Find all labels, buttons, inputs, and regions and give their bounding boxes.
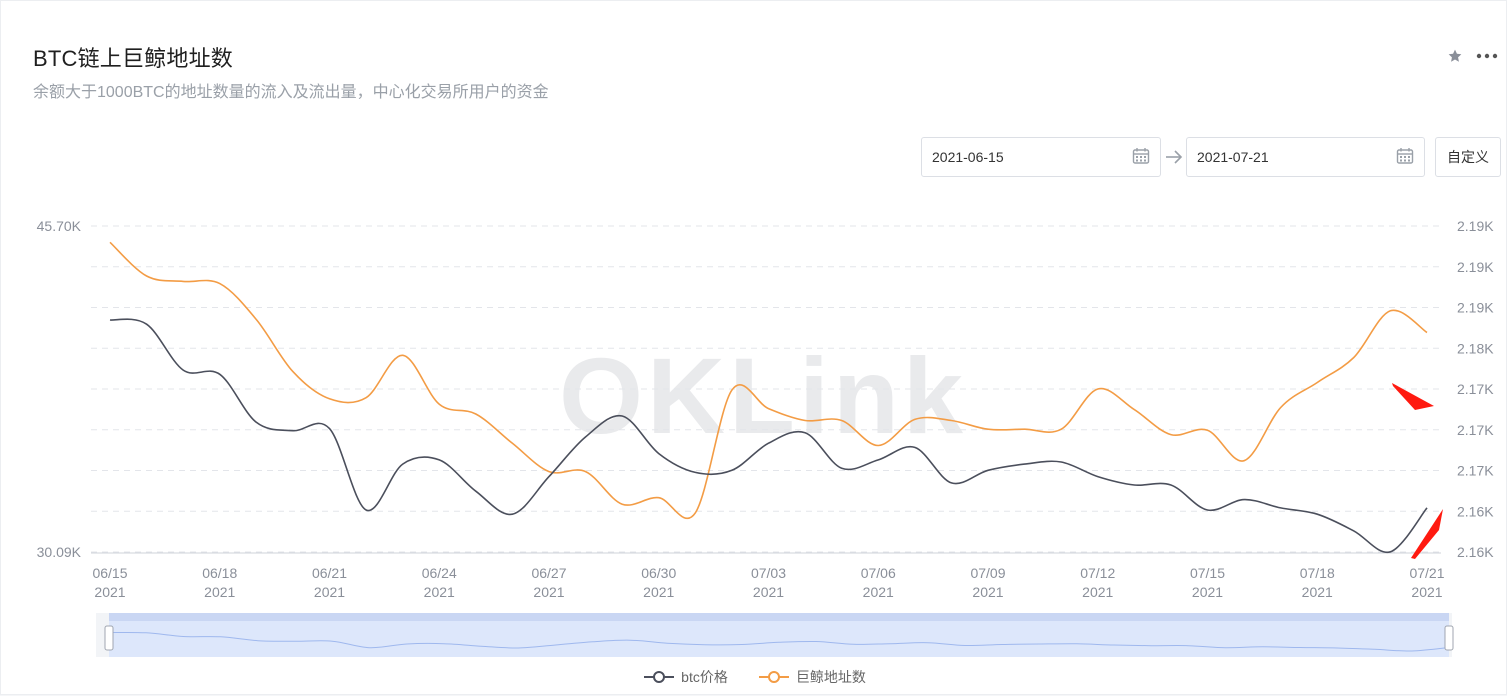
x-tick-year-label: 2021 bbox=[533, 584, 564, 600]
legend-item-btc[interactable]: btc价格 bbox=[643, 667, 728, 687]
x-tick-label: 06/15 bbox=[92, 565, 127, 581]
left-axis-tick-label: 30.09K bbox=[37, 544, 82, 560]
legend-whale-swatch-icon bbox=[758, 671, 789, 683]
legend-item-whale[interactable]: 巨鲸地址数 bbox=[758, 667, 866, 687]
star-icon[interactable] bbox=[1444, 45, 1466, 67]
page-title: BTC链上巨鲸地址数 bbox=[33, 46, 234, 71]
card-tools bbox=[1444, 45, 1498, 67]
legend-btc-swatch-icon bbox=[644, 671, 675, 683]
right-axis-tick-label: 2.16K bbox=[1457, 544, 1494, 560]
x-tick-label: 07/03 bbox=[751, 565, 786, 581]
zoom-preview-line bbox=[108, 631, 1450, 652]
grid-lines bbox=[91, 225, 1441, 553]
x-tick-label: 07/09 bbox=[970, 565, 1005, 581]
series-line-whale-address-count bbox=[109, 241, 1428, 520]
left-axis-tick-label: 45.70K bbox=[37, 218, 82, 234]
arrow-right-icon bbox=[1163, 147, 1185, 167]
x-tick-year-label: 2021 bbox=[643, 584, 674, 600]
end-date-picker[interactable]: 2021-07-21 bbox=[1186, 137, 1425, 177]
data-zoom-slider[interactable] bbox=[96, 613, 1454, 657]
x-tick-label: 07/06 bbox=[861, 565, 896, 581]
x-tick-label: 07/21 bbox=[1409, 565, 1444, 581]
start-date-picker[interactable]: 2021-06-15 bbox=[921, 137, 1161, 177]
zoom-handle-left[interactable] bbox=[104, 625, 114, 651]
x-tick-year-label: 2021 bbox=[314, 584, 345, 600]
calendar-icon bbox=[1132, 147, 1150, 168]
annotation-arrow-icon bbox=[1392, 383, 1434, 410]
series-line-btc-price bbox=[109, 318, 1428, 554]
right-y-axis: 2.19K 2.19K 2.19K 2.18K 2.17K 2.17K 2.17K 2.16K… bbox=[1457, 218, 1494, 560]
x-tick-year-label: 2021 bbox=[1192, 584, 1223, 600]
right-axis-tick-label: 2.17K bbox=[1457, 381, 1494, 397]
x-tick-year-label: 2021 bbox=[94, 584, 125, 600]
legend-label-btc: btc价格 bbox=[681, 669, 728, 685]
x-tick-label: 06/24 bbox=[422, 565, 457, 581]
x-tick-year-label: 2021 bbox=[972, 584, 1003, 600]
right-axis-tick-label: 2.16K bbox=[1457, 503, 1494, 519]
x-tick-year-label: 2021 bbox=[1302, 584, 1333, 600]
right-axis-tick-label: 2.18K bbox=[1457, 340, 1494, 356]
x-tick-year-label: 2021 bbox=[1082, 584, 1113, 600]
left-y-axis: 45.70K 30.09K bbox=[37, 218, 82, 560]
calendar-icon bbox=[1396, 147, 1414, 168]
x-tick-label: 06/18 bbox=[202, 565, 237, 581]
x-tick-label: 07/15 bbox=[1190, 565, 1225, 581]
x-tick-label: 06/27 bbox=[531, 565, 566, 581]
custom-range-button[interactable]: 自定义 bbox=[1435, 137, 1501, 177]
x-tick-label: 07/18 bbox=[1300, 565, 1335, 581]
right-axis-tick-label: 2.17K bbox=[1457, 463, 1494, 479]
annotation-arrows bbox=[1392, 383, 1443, 559]
start-date-value: 2021-06-15 bbox=[932, 149, 1004, 165]
end-date-value: 2021-07-21 bbox=[1197, 149, 1269, 165]
x-axis: 06/15 2021 06/18 2021 06/21 2021 06/24 2021 06/2… bbox=[91, 552, 1445, 600]
watermark-text: OKLink bbox=[559, 335, 967, 456]
right-axis-tick-label: 2.17K bbox=[1457, 422, 1494, 438]
legend: btc价格 巨鲸地址数 bbox=[1, 667, 1507, 687]
x-tick-label: 06/30 bbox=[641, 565, 676, 581]
right-axis-tick-label: 2.19K bbox=[1457, 259, 1494, 275]
zoom-top-bar[interactable] bbox=[109, 613, 1449, 621]
x-tick-year-label: 2021 bbox=[753, 584, 784, 600]
x-tick-label: 07/12 bbox=[1080, 565, 1115, 581]
x-tick-year-label: 2021 bbox=[424, 584, 455, 600]
annotation-arrow-icon bbox=[1411, 509, 1443, 559]
zoom-handle-right[interactable] bbox=[1444, 625, 1454, 651]
right-axis-tick-label: 2.19K bbox=[1457, 218, 1494, 234]
page-subtitle: 余额大于1000BTC的地址数量的流入及流出量，中心化交易所用户的资金 bbox=[33, 84, 549, 101]
x-tick-year-label: 2021 bbox=[863, 584, 894, 600]
more-horizontal-icon[interactable] bbox=[1476, 45, 1498, 67]
x-tick-year-label: 2021 bbox=[1411, 584, 1442, 600]
legend-label-whale: 巨鲸地址数 bbox=[795, 669, 866, 685]
right-axis-tick-label: 2.19K bbox=[1457, 300, 1494, 316]
x-tick-label: 06/21 bbox=[312, 565, 347, 581]
x-tick-year-label: 2021 bbox=[204, 584, 235, 600]
